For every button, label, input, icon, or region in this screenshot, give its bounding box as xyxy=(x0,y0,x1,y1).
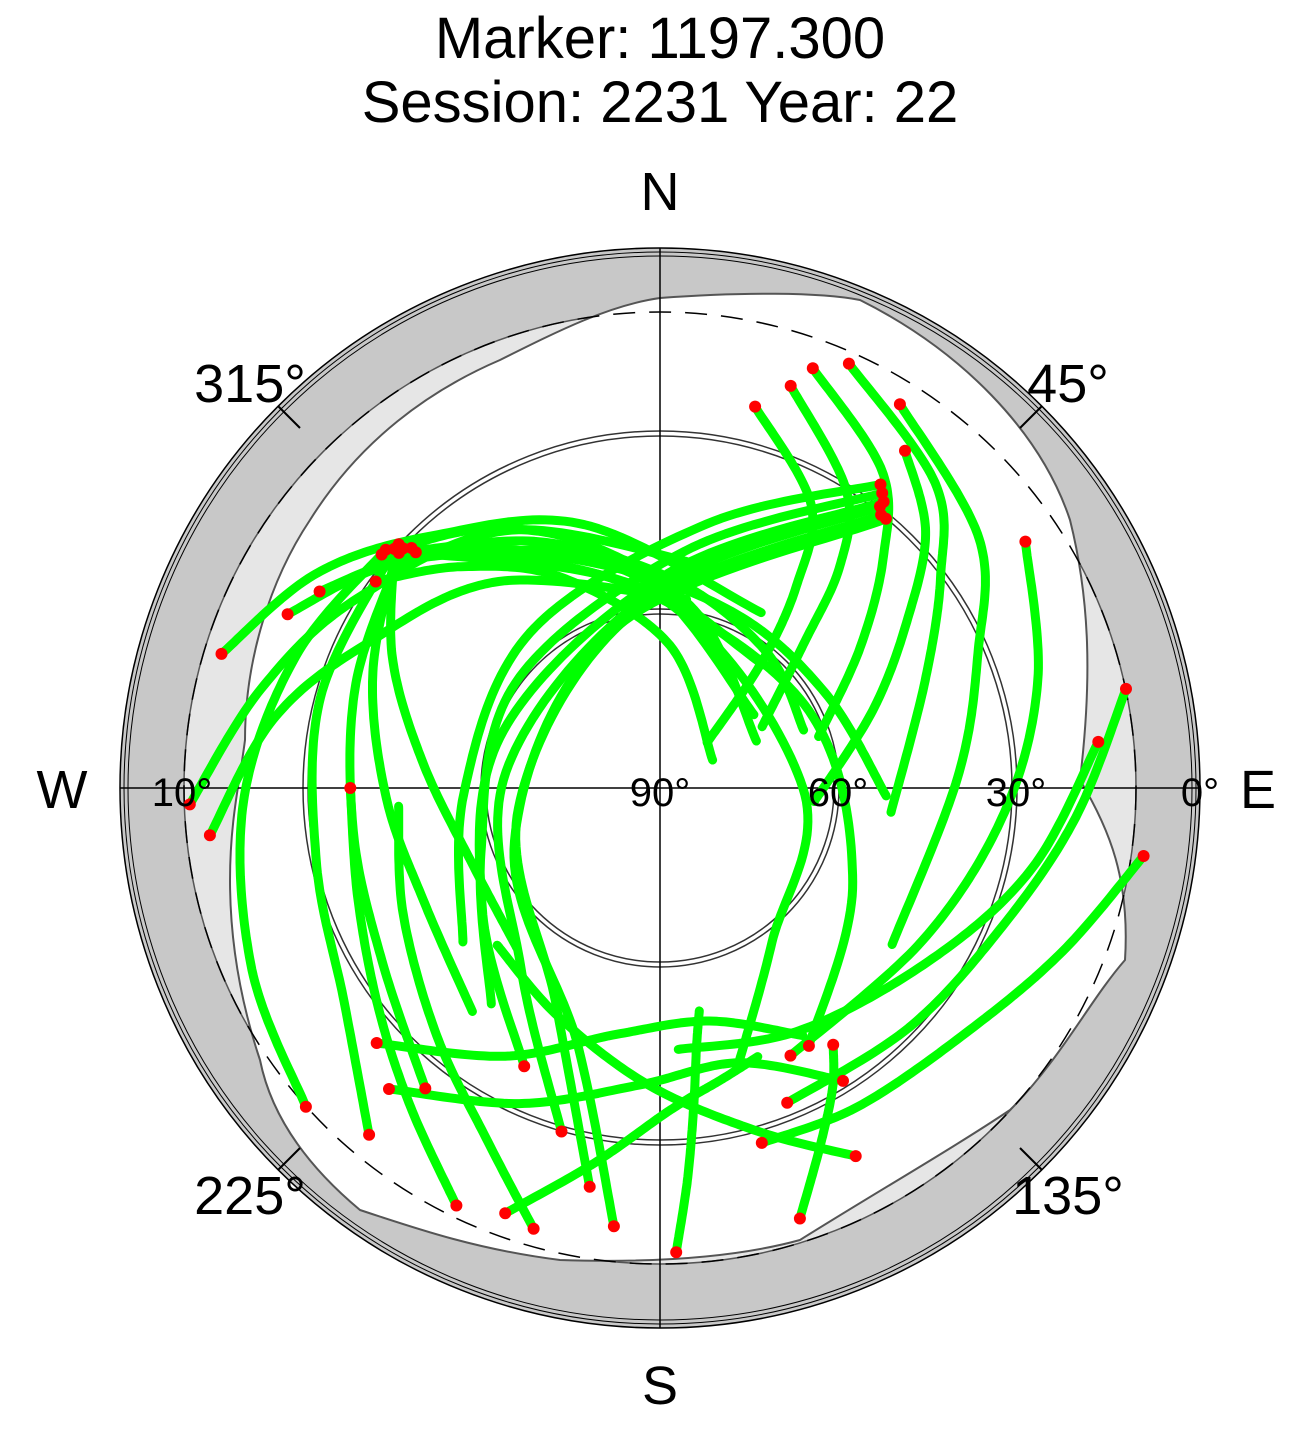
track-series-26 xyxy=(454,480,885,947)
track-series-32 xyxy=(372,1016,808,1061)
azimuth-label-135: 135° xyxy=(1012,1166,1124,1226)
track-series-25 xyxy=(411,547,813,1068)
track-end-point-2-0 xyxy=(806,362,819,375)
track-end-point-8-0 xyxy=(1137,850,1150,862)
track-series-39 xyxy=(492,940,861,1161)
track-series-31 xyxy=(509,514,891,1231)
track-end-point-7-0 xyxy=(1120,682,1132,695)
track-series-23 xyxy=(398,543,891,801)
track-series-37 xyxy=(345,783,461,1210)
track-series-9 xyxy=(673,737,1103,1054)
track-end-point-32-0 xyxy=(370,1037,383,1049)
tick-225 xyxy=(277,1147,301,1171)
track-end-point-7-1 xyxy=(781,1096,794,1109)
track-series-3 xyxy=(844,359,949,817)
track-end-point-3-0 xyxy=(842,357,855,370)
azimuth-label-45: 45° xyxy=(1027,354,1109,414)
track-end-point-4-0 xyxy=(893,398,906,411)
track-end-point-34-0 xyxy=(499,1207,512,1220)
track-series-15 xyxy=(185,525,720,809)
track-end-point-31-0 xyxy=(879,512,892,525)
track-end-point-33-1 xyxy=(837,1074,849,1087)
track-series-4 xyxy=(887,399,990,949)
track-series-1 xyxy=(757,381,855,732)
elevation-label-90: 90° xyxy=(630,771,691,815)
track-end-point-30-1 xyxy=(583,1180,596,1193)
track-series-6 xyxy=(809,446,931,806)
track-series-21 xyxy=(235,545,391,1112)
track-end-point-5-0 xyxy=(1019,535,1032,548)
track-end-point-10-0 xyxy=(369,575,382,588)
elevation-label-60: 60° xyxy=(808,771,869,815)
track-end-point-21-0 xyxy=(379,543,392,556)
track-series-2 xyxy=(808,363,894,741)
track-end-point-35-0 xyxy=(670,1246,683,1259)
track-end-point-38-0 xyxy=(527,1222,540,1235)
track-ends-layer xyxy=(183,357,1150,1259)
track-series-34 xyxy=(500,1052,763,1218)
track-end-point-37-0 xyxy=(450,1199,463,1212)
track-end-point-36-0 xyxy=(793,1212,806,1225)
track-end-point-12-0 xyxy=(313,585,326,598)
track-end-point-21-1 xyxy=(299,1100,312,1113)
tick-45 xyxy=(1019,405,1043,429)
track-end-point-31-1 xyxy=(607,1220,620,1233)
track-end-point-19-1 xyxy=(419,1082,432,1095)
elevation-label-0: 0° xyxy=(1181,771,1219,815)
direction-east: E xyxy=(1240,760,1276,820)
track-end-point-6-0 xyxy=(899,444,911,457)
track-series-18 xyxy=(368,539,477,1016)
track-series-20 xyxy=(307,544,399,1140)
track-end-point-0-0 xyxy=(749,400,762,413)
track-end-point-9-0 xyxy=(1092,735,1105,748)
track-end-point-1-0 xyxy=(784,379,797,392)
track-series-33 xyxy=(384,1058,848,1109)
track-end-point-14-0 xyxy=(215,647,228,660)
track-series-5 xyxy=(786,537,1043,1061)
track-end-point-25-0 xyxy=(409,546,422,559)
track-series-38 xyxy=(394,801,539,1234)
track-end-point-20-1 xyxy=(363,1128,376,1141)
track-series-29 xyxy=(493,501,885,1136)
track-end-point-36-1 xyxy=(827,1038,840,1051)
track-end-point-39-0 xyxy=(849,1150,862,1163)
track-end-point-13-0 xyxy=(281,608,294,621)
chart-subtitle: Session: 2231 Year: 22 xyxy=(362,70,959,135)
track-end-point-24-1 xyxy=(802,1039,815,1052)
track-end-point-33-0 xyxy=(383,1083,395,1095)
track-end-point-15-0 xyxy=(183,798,196,811)
track-end-point-29-1 xyxy=(555,1125,568,1138)
chart-title: Marker: 1197.300 xyxy=(435,6,885,71)
track-end-point-8-1 xyxy=(755,1136,768,1149)
track-end-point-23-0 xyxy=(397,542,409,555)
elevation-label-30: 30° xyxy=(986,771,1047,815)
tick-135 xyxy=(1019,1147,1043,1171)
azimuth-label-225: 225° xyxy=(194,1166,306,1226)
track-series-28 xyxy=(474,497,889,1071)
track-series-7 xyxy=(782,684,1131,1108)
elevation-label-10: 10° xyxy=(152,771,213,815)
track-series-17 xyxy=(386,544,521,952)
tick-315 xyxy=(277,405,301,429)
direction-south: S xyxy=(642,1356,678,1416)
track-series-36 xyxy=(795,1040,839,1223)
azimuth-label-315: 315° xyxy=(194,354,306,414)
track-end-point-37-1 xyxy=(344,782,357,794)
tracks-layer xyxy=(185,359,1149,1257)
track-end-point-5-1 xyxy=(784,1049,797,1062)
direction-north: N xyxy=(641,162,680,222)
track-end-point-16-0 xyxy=(203,829,216,842)
track-end-point-28-1 xyxy=(518,1060,531,1073)
direction-west: W xyxy=(37,760,88,820)
